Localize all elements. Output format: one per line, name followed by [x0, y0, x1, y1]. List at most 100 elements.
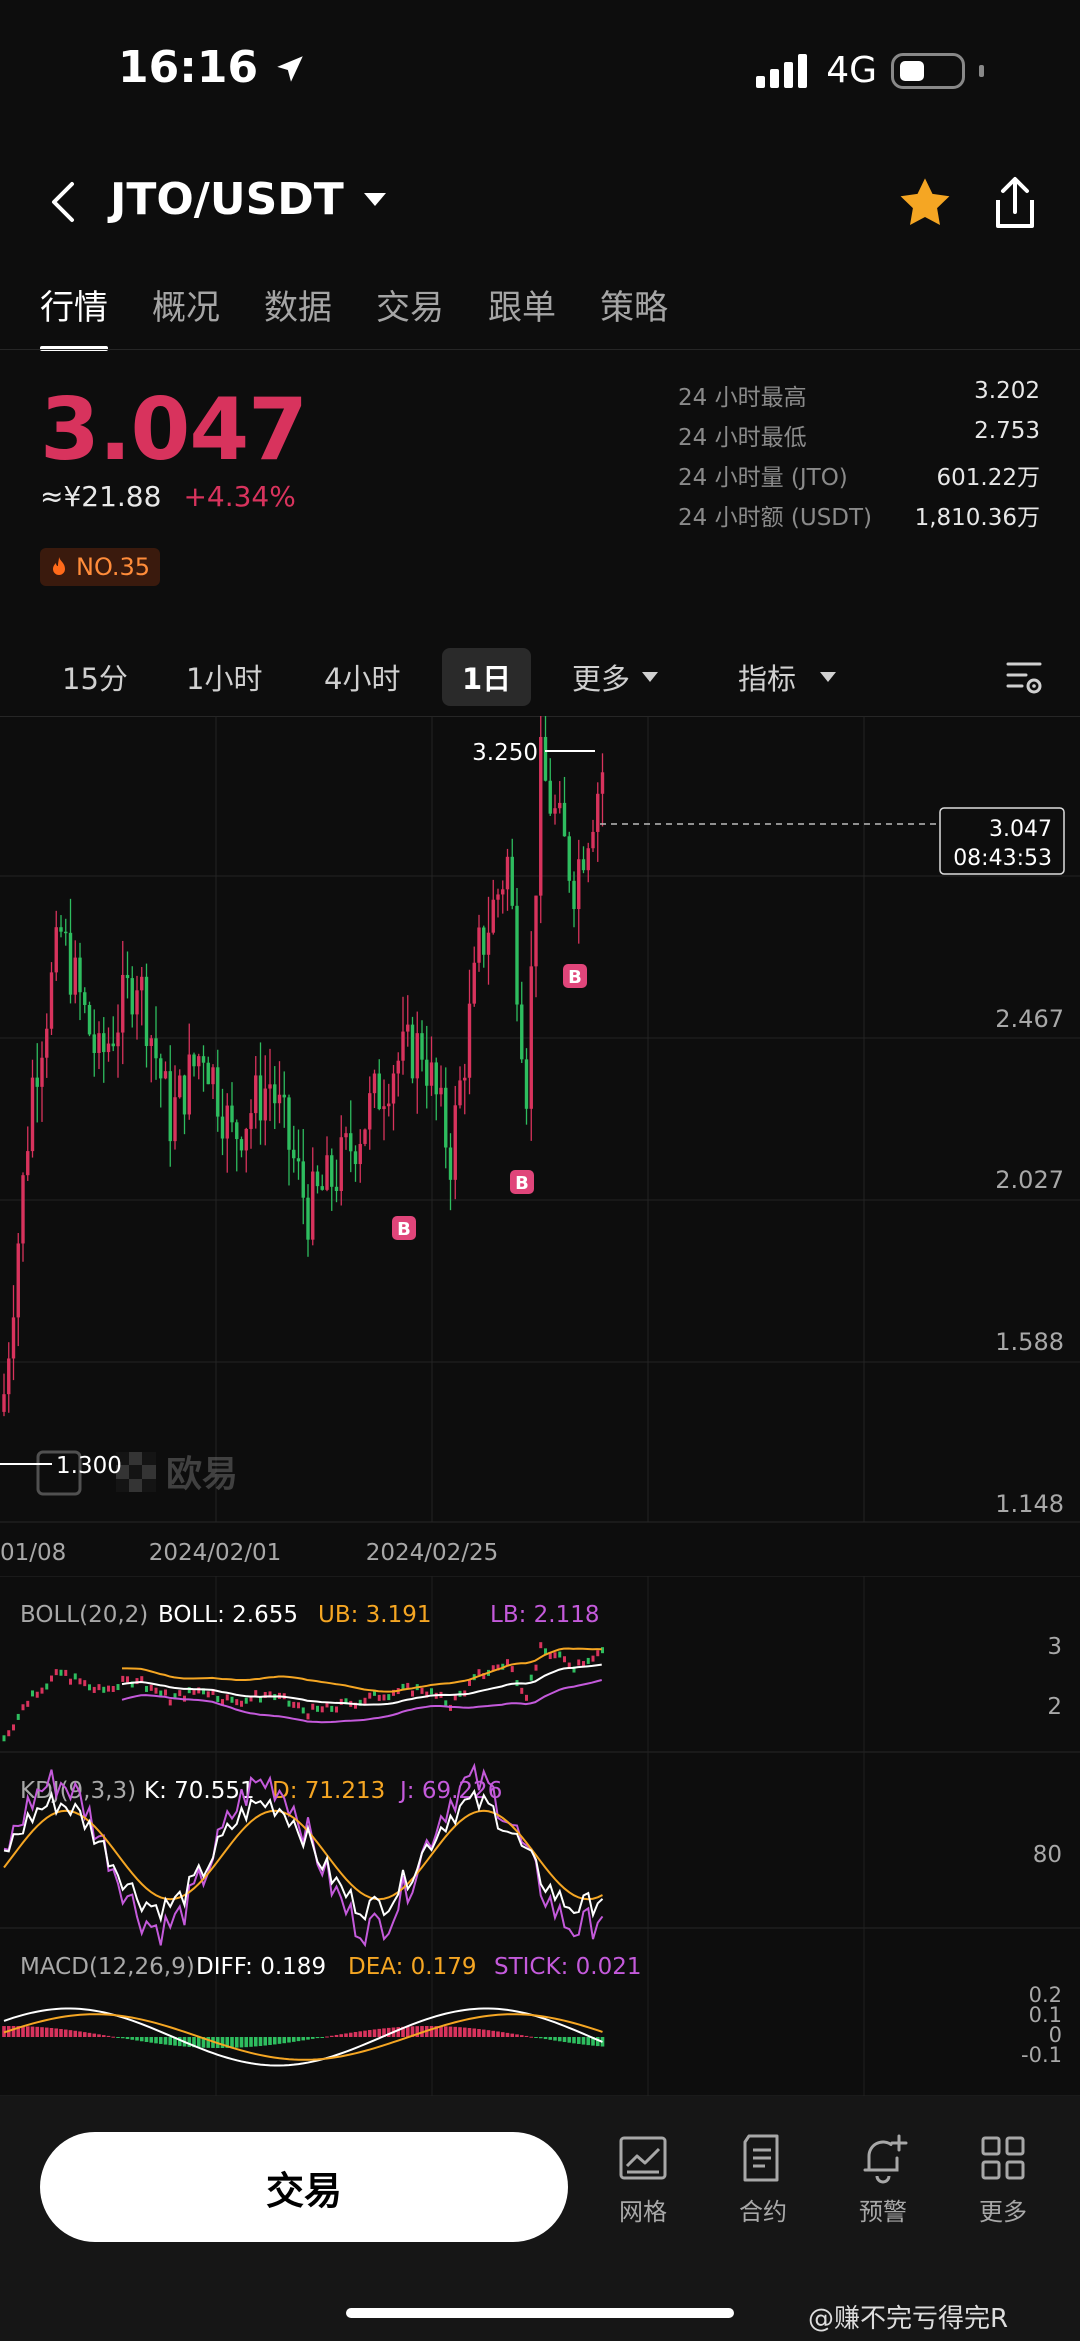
- macd-bar: [595, 2037, 600, 2047]
- tool-contract[interactable]: 合约: [718, 2132, 808, 2227]
- candle-body: [154, 1038, 158, 1059]
- trade-marker[interactable]: B: [510, 1170, 534, 1194]
- boll-candle: [83, 1680, 87, 1687]
- macd-bar: [310, 2037, 315, 2039]
- cny-price: ≈¥21.88: [40, 480, 162, 513]
- back-arrow-icon[interactable]: [44, 180, 84, 224]
- trade-marker[interactable]: B: [392, 1216, 416, 1240]
- candle-body: [349, 1133, 353, 1152]
- current-price-value: 3.047: [989, 817, 1052, 842]
- candle-body: [197, 1056, 201, 1067]
- candle-body: [45, 1028, 49, 1058]
- macd-bar: [334, 2034, 339, 2037]
- stat-label: 24 小时最高: [678, 385, 807, 411]
- stat-label: 24 小时最低: [678, 425, 807, 451]
- tab-copy[interactable]: 跟单: [488, 288, 556, 328]
- interval-4h[interactable]: 4小时: [324, 662, 401, 696]
- boll-candle: [107, 1685, 110, 1692]
- macd-bar: [329, 2035, 334, 2037]
- boll-candle: [12, 1724, 15, 1731]
- candle-body: [201, 1056, 206, 1063]
- candles: [2, 716, 605, 1417]
- grid-chart-icon: [619, 2136, 667, 2180]
- kdj-axis: 80: [1033, 1842, 1062, 1868]
- macd-bar: [106, 2035, 111, 2037]
- macd-bar: [320, 2037, 325, 2038]
- boll-candle: [529, 1674, 533, 1681]
- interval-1d[interactable]: 1日: [442, 648, 532, 706]
- candle-body: [567, 836, 571, 881]
- boll-candle: [216, 1695, 220, 1702]
- share-icon[interactable]: [990, 176, 1040, 232]
- candle-body: [434, 1062, 438, 1095]
- tab-strategy[interactable]: 策略: [600, 288, 668, 328]
- macd-bar: [35, 2026, 40, 2037]
- current-price-label: 3.047 08:43:53: [939, 807, 1065, 875]
- tab-overview[interactable]: 概况: [152, 288, 220, 328]
- boll-candle: [591, 1655, 595, 1662]
- trade-button[interactable]: 交易: [40, 2132, 568, 2242]
- candle-body: [486, 932, 491, 955]
- macd-bar: [201, 2037, 206, 2048]
- tool-label: 更多: [979, 2198, 1027, 2226]
- tab-market[interactable]: 行情: [40, 280, 108, 351]
- boll-candle: [26, 1700, 30, 1707]
- low-marker: 1.300: [0, 1453, 122, 1479]
- stat-row: 24 小时最低 2.753: [678, 418, 1040, 458]
- macd-bar: [49, 2027, 54, 2037]
- macd-bar: [68, 2030, 73, 2037]
- macd-bar: [548, 2037, 553, 2040]
- caret-down-icon: [820, 672, 837, 682]
- rank-badge[interactable]: NO.35: [40, 548, 161, 586]
- fire-icon: [53, 557, 65, 575]
- boll-candle: [7, 1730, 11, 1737]
- boll-candle: [116, 1684, 120, 1691]
- candle-body: [187, 1054, 191, 1115]
- candle-body: [425, 1059, 429, 1086]
- macd-bar: [358, 2031, 363, 2037]
- candle-body: [548, 780, 552, 814]
- tool-alert[interactable]: 预警: [838, 2132, 928, 2227]
- macd-bar: [54, 2028, 59, 2037]
- interval-15m[interactable]: 15分: [62, 662, 128, 696]
- candle-body: [600, 772, 605, 794]
- macd-bar: [363, 2030, 367, 2037]
- interval-more[interactable]: 更多: [572, 648, 659, 706]
- boll-candle: [254, 1690, 258, 1697]
- macd-bar: [40, 2027, 44, 2037]
- boll-candle: [92, 1686, 96, 1693]
- macd-bar: [458, 2027, 462, 2037]
- chart-settings-icon[interactable]: [1004, 660, 1044, 696]
- main-tabs: 行情 概况 数据 交易 跟单 策略: [40, 280, 668, 351]
- candle-body: [230, 1105, 234, 1123]
- star-icon[interactable]: [895, 174, 955, 232]
- macd-bar: [481, 2029, 486, 2037]
- boll-ub-line: [121, 1647, 602, 1693]
- boll-candle: [553, 1652, 557, 1659]
- macd-bar: [196, 2037, 201, 2048]
- tab-trade[interactable]: 交易: [376, 288, 444, 328]
- macd-bar: [135, 2037, 139, 2041]
- interval-1h[interactable]: 1小时: [186, 662, 263, 696]
- macd-bar: [130, 2037, 135, 2040]
- boll-candle: [244, 1697, 248, 1704]
- macd-bar: [325, 2036, 329, 2038]
- macd-bar: [59, 2028, 63, 2037]
- boll-candle: [444, 1700, 448, 1707]
- macd-bar: [572, 2037, 576, 2044]
- boll-candle: [582, 1661, 585, 1668]
- candle-body: [16, 1243, 20, 1318]
- trade-marker[interactable]: B: [563, 964, 587, 988]
- home-indicator: [346, 2308, 734, 2318]
- candlestick-chart[interactable]: 欧易 1.300 3.250 3.047 08:43:53 2.467 2.02…: [0, 716, 1080, 1576]
- tool-grid[interactable]: 网格: [598, 2132, 688, 2227]
- tab-data[interactable]: 数据: [264, 288, 332, 328]
- stat-value: 3.202: [974, 378, 1040, 404]
- indicator-selector[interactable]: 指标: [738, 648, 837, 706]
- boll-candle: [88, 1684, 91, 1691]
- boll-candle: [121, 1675, 125, 1682]
- pair-selector[interactable]: JTO/USDT: [110, 174, 386, 225]
- tool-more[interactable]: 更多: [958, 2132, 1048, 2227]
- candle-body: [444, 1087, 448, 1148]
- boll-candle: [544, 1648, 547, 1655]
